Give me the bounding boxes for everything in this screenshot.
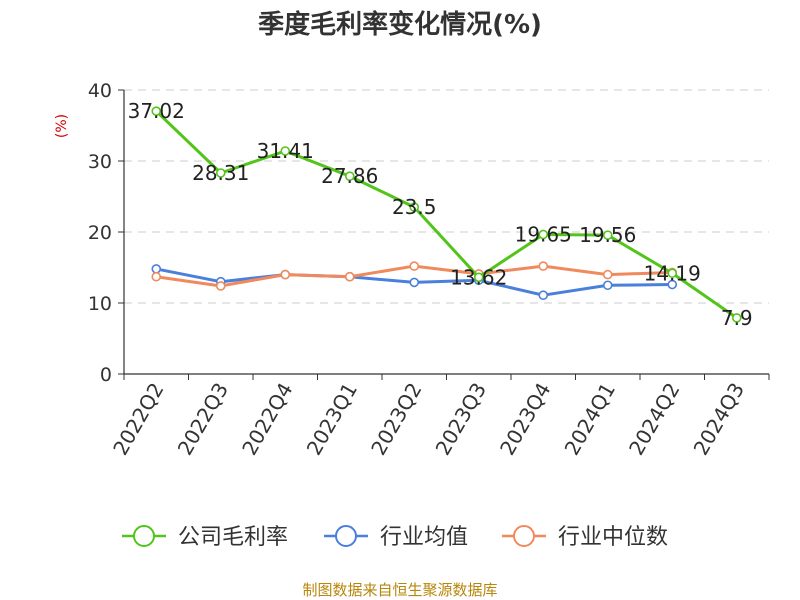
data-point: [667, 279, 678, 290]
data-point: [538, 229, 549, 240]
data-label: 23.5: [392, 195, 437, 219]
data-point: [215, 168, 226, 178]
x-tick-label: 2022Q4: [237, 379, 297, 460]
y-axis-label: (%): [54, 114, 70, 138]
data-label: 13.62: [450, 265, 507, 289]
data-point: [280, 146, 291, 156]
data-label: 28.31: [192, 161, 249, 185]
legend-item[interactable]: 公司毛利率: [122, 525, 288, 550]
legend-marker: [335, 525, 357, 547]
data-point: [538, 290, 549, 300]
grid-lines: [124, 89, 769, 304]
legend-label: 行业均值: [380, 525, 468, 550]
legend-marker: [133, 525, 155, 547]
data-label: 19.56: [579, 223, 636, 247]
data-point: [602, 230, 613, 240]
chart-title: 季度毛利率变化情况(%): [258, 9, 542, 40]
y-tick-label: 20: [88, 222, 112, 244]
source-note: 制图数据来自恒生聚源数据库: [302, 581, 497, 599]
data-point: [409, 277, 420, 288]
x-tick-label: 2022Q2: [108, 379, 168, 460]
y-tick-label: 30: [88, 151, 112, 173]
data-label: 27.86: [321, 164, 378, 188]
x-tick-label: 2022Q3: [173, 379, 233, 460]
legend-item[interactable]: 行业均值: [324, 525, 468, 550]
legend-label: 行业中位数: [558, 525, 668, 550]
series-line: [155, 110, 738, 320]
legend[interactable]: 公司毛利率 行业均值 行业中位数: [122, 525, 668, 550]
data-point: [151, 264, 162, 274]
x-tick-label: 2023Q3: [431, 379, 491, 460]
y-tick-label: 40: [88, 80, 112, 102]
data-label: 19.65: [515, 222, 572, 246]
x-tick-label: 2023Q4: [495, 379, 555, 460]
legend-item[interactable]: 行业中位数: [502, 525, 668, 550]
x-tick-label: 2024Q2: [624, 379, 684, 460]
data-point: [215, 281, 226, 291]
legend-label: 公司毛利率: [178, 525, 288, 550]
data-label: 14.19: [644, 261, 701, 285]
x-tick-label: 2024Q1: [560, 379, 620, 460]
legend-marker: [513, 525, 535, 547]
data-label: 37.02: [128, 99, 185, 123]
data-label: 7.9: [721, 306, 753, 330]
x-tick-label: 2024Q3: [689, 379, 749, 460]
data-point: [602, 269, 613, 280]
data-point: [731, 313, 742, 323]
data-label: 31.41: [257, 139, 314, 163]
y-tick-label: 0: [100, 364, 112, 386]
data-point: [344, 171, 355, 181]
data-point: [409, 202, 420, 212]
x-tick-label: 2023Q2: [366, 379, 426, 460]
data-point: [344, 271, 355, 282]
x-tick-label: 2023Q1: [302, 379, 362, 460]
series-layer: [151, 106, 742, 323]
data-point: [409, 261, 420, 271]
data-point: [538, 261, 549, 271]
data-point: [151, 271, 162, 282]
y-tick-label: 10: [88, 293, 112, 315]
data-point: [667, 268, 678, 279]
data-point: [473, 272, 484, 283]
data-point: [280, 269, 291, 280]
data-labels: 37.02 28.31 31.41 27.86 23.5 13.62 19.65 19.56 1…: [128, 99, 753, 330]
data-point: [602, 280, 613, 291]
data-point: [151, 106, 162, 116]
